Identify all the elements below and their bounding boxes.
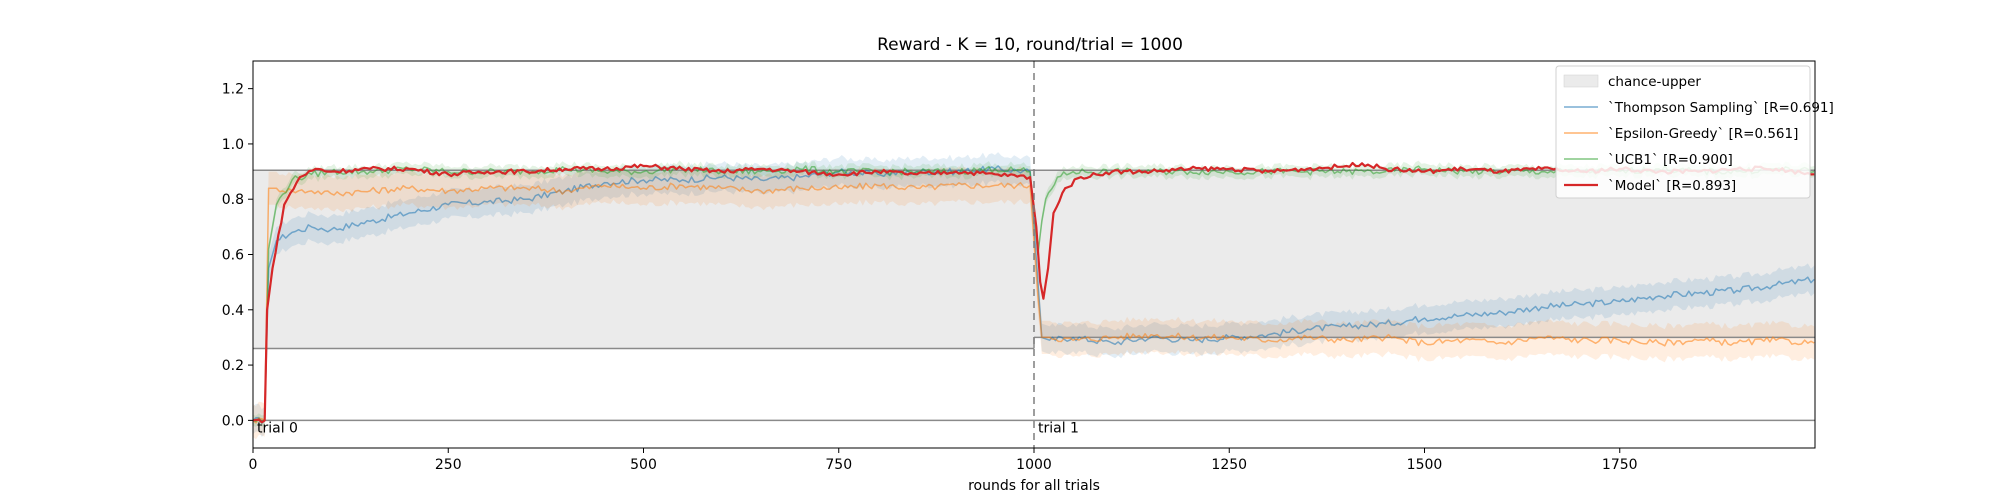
x-tick-label: 500 [630, 457, 657, 473]
y-tick-label: 1.2 [222, 82, 244, 98]
series-line [252, 165, 1815, 424]
x-tick-label: 750 [825, 457, 852, 473]
x-tick-label: 0 [249, 457, 258, 473]
legend-entry: `Model` [R=0.893] [1608, 178, 1736, 194]
legend-swatch [1563, 74, 1599, 88]
y-tick-label: 0.8 [222, 192, 244, 208]
y-axis: 0.0 0.2 0.4 0.6 0.8 1.0 1.2 [222, 82, 253, 429]
y-tick-label: 0.0 [222, 413, 244, 429]
chance-band-segment [253, 170, 1034, 349]
y-tick-label: 0.2 [222, 358, 244, 374]
x-axis-label: rounds for all trials [968, 478, 1100, 494]
x-tick-label: 1250 [1211, 457, 1247, 473]
trial-markers: trial 0 trial 1 [257, 61, 1079, 448]
y-tick-label: 1.0 [222, 137, 244, 153]
y-tick-label: 0.6 [222, 248, 244, 264]
legend-entry: `Epsilon-Greedy` [R=0.561] [1608, 126, 1798, 142]
x-tick-label: 1500 [1407, 457, 1443, 473]
trial-label: trial 0 [257, 420, 298, 436]
legend-entry: `UCB1` [R=0.900] [1608, 152, 1733, 168]
chart-title: Reward - K = 10, round/trial = 1000 [877, 35, 1183, 55]
x-axis: 0 250 500 750 1000 1250 1500 1750 [249, 448, 1638, 473]
legend-box [1555, 65, 1811, 199]
y-tick-label: 0.4 [222, 303, 244, 319]
legend-entry: `Thompson Sampling` [R=0.691] [1608, 100, 1834, 116]
x-tick-label: 1750 [1602, 457, 1638, 473]
series-line [252, 161, 1815, 424]
legend: chance-upper `Thompson Sampling` [R=0.691… [1555, 65, 1834, 199]
x-tick-label: 1000 [1016, 457, 1052, 473]
series-line [252, 181, 1815, 424]
trial-label: trial 1 [1038, 420, 1079, 436]
x-tick-label: 250 [435, 457, 462, 473]
series-lines [252, 161, 1815, 424]
legend-entry: chance-upper [1608, 74, 1701, 90]
